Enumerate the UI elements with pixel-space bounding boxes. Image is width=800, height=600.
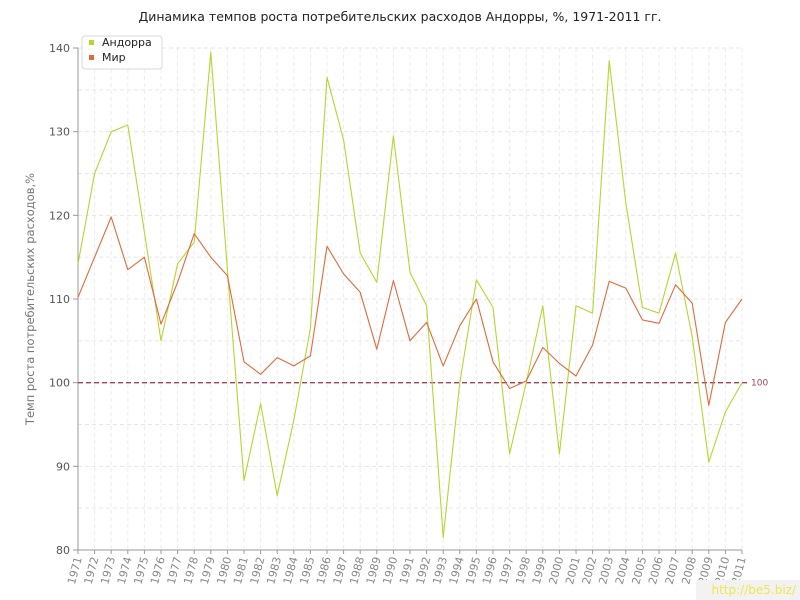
y-tick-label: 140 (49, 42, 70, 55)
y-axis-label: Темп роста потребительских расходов,% (23, 173, 37, 426)
y-tick-labels: 80 90 100 110 120 130 140 (49, 42, 78, 557)
series-lines (77, 51, 743, 539)
y-tick-label: 100 (49, 377, 70, 390)
legend-swatch-andorra (89, 40, 94, 45)
legend: Андорра Мир (81, 35, 163, 70)
y-tick-label: 80 (56, 544, 70, 557)
series-line-world (77, 216, 743, 406)
reference-line-label: 100 (751, 379, 768, 389)
watermark-link[interactable]: http://be5.biz/ (696, 580, 800, 600)
legend-box (81, 35, 163, 70)
y-tick-label: 110 (49, 293, 70, 306)
legend-label-andorra: Андорра (102, 36, 152, 49)
y-tick-label: 120 (49, 209, 70, 222)
y-tick-label: 90 (56, 460, 70, 473)
y-tick-label: 130 (49, 126, 70, 139)
reference-line-group: 100 (78, 379, 768, 389)
legend-label-world: Мир (102, 51, 126, 64)
legend-swatch-world (89, 55, 94, 60)
chart-title: Динамика темпов роста потребительских ра… (138, 9, 662, 24)
x-tick-labels: 1971197219731974197519761977197819791980… (65, 550, 749, 586)
